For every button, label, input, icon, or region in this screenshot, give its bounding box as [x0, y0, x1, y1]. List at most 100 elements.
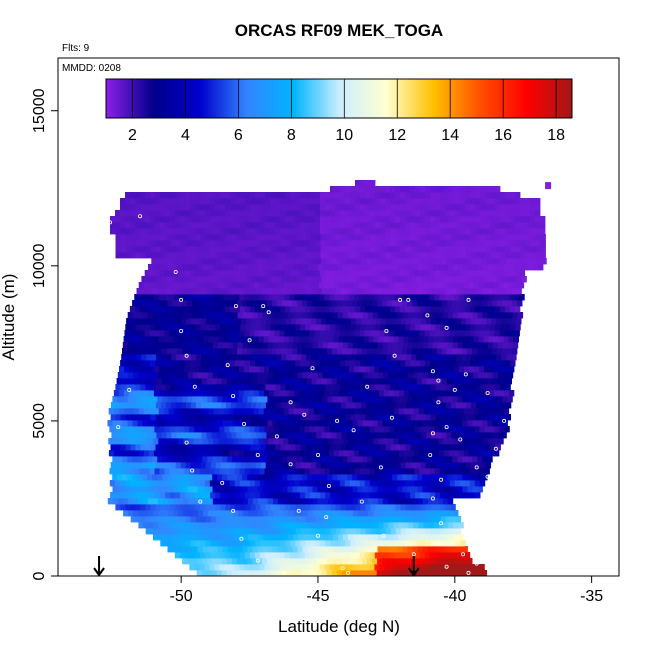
- heatmap-cell: [125, 240, 131, 247]
- heatmap-cell: [130, 222, 136, 229]
- heatmap-cell: [374, 480, 381, 487]
- heatmap-cell: [230, 246, 236, 253]
- heatmap-cell: [363, 336, 369, 343]
- heatmap-cell: [240, 360, 246, 367]
- heatmap-cell: [284, 294, 290, 301]
- heatmap-cell: [250, 492, 256, 499]
- heatmap-cell: [197, 312, 204, 319]
- heatmap-cell: [197, 300, 203, 307]
- heatmap-cell: [237, 498, 244, 505]
- heatmap-cell: [317, 342, 324, 349]
- heatmap-cell: [207, 456, 213, 463]
- heatmap-cell: [159, 270, 166, 277]
- heatmap-cell: [139, 468, 145, 475]
- heatmap-cell: [453, 336, 459, 343]
- heatmap-cell: [247, 372, 254, 379]
- heatmap-cell: [417, 486, 423, 493]
- heatmap-cell: [281, 378, 287, 385]
- heatmap-cell: [316, 354, 322, 361]
- heatmap-cell: [265, 240, 271, 247]
- heatmap-cell: [450, 540, 456, 547]
- heatmap-cell: [206, 570, 213, 577]
- heatmap-cell: [239, 468, 245, 475]
- heatmap-cell: [118, 450, 125, 457]
- heatmap-cell: [153, 408, 160, 415]
- heatmap-cell: [321, 570, 328, 577]
- heatmap-cell: [134, 294, 140, 301]
- heatmap-cell: [119, 468, 125, 475]
- heatmap-cell: [447, 486, 453, 493]
- heatmap-cell: [296, 258, 302, 265]
- heatmap-cell: [163, 408, 170, 415]
- heatmap-cell: [206, 354, 212, 361]
- heatmap-cell: [285, 210, 291, 217]
- heatmap-cell: [425, 222, 431, 229]
- heatmap-cell: [110, 462, 117, 469]
- heatmap-cell: [251, 288, 257, 295]
- heatmap-cell: [502, 420, 508, 427]
- heatmap-cell: [127, 396, 133, 403]
- heatmap-cell: [335, 252, 341, 259]
- heatmap-cell: [135, 192, 141, 199]
- heatmap-cell: [427, 486, 433, 493]
- heatmap-cell: [360, 504, 366, 511]
- heatmap-cell: [388, 534, 394, 541]
- heatmap-cell: [510, 360, 516, 367]
- heatmap-cell: [479, 294, 485, 301]
- heatmap-cell: [275, 528, 282, 535]
- heatmap-cell: [470, 210, 476, 217]
- heatmap-cell: [410, 360, 416, 367]
- heatmap-cell: [482, 474, 488, 481]
- heatmap-cell: [358, 282, 365, 289]
- heatmap-cell: [225, 492, 231, 499]
- heatmap-cell: [245, 504, 251, 511]
- heatmap-cell: [354, 564, 360, 571]
- heatmap-cell: [209, 294, 215, 301]
- heatmap-cell: [267, 420, 273, 427]
- heatmap-cell: [177, 420, 183, 427]
- heatmap-cell: [355, 210, 361, 217]
- heatmap-cell: [463, 336, 469, 343]
- heatmap-cell: [492, 420, 498, 427]
- heatmap-cell: [209, 366, 215, 373]
- heatmap-cell: [181, 288, 187, 295]
- heatmap-cell: [365, 246, 371, 253]
- heatmap-cell: [307, 546, 313, 553]
- heatmap-cell: [351, 354, 357, 361]
- heatmap-cell: [210, 444, 216, 451]
- heatmap-cell: [535, 234, 541, 241]
- heatmap-cell: [435, 246, 441, 253]
- heatmap-cell: [277, 420, 283, 427]
- heatmap-cell: [509, 330, 515, 337]
- heatmap-cell: [110, 216, 116, 223]
- heatmap-cell: [350, 240, 356, 247]
- sample-point: [108, 366, 113, 371]
- heatmap-cell: [180, 252, 186, 259]
- heatmap-cell: [132, 348, 138, 355]
- heatmap-cell: [496, 318, 502, 325]
- heatmap-cell: [134, 468, 140, 475]
- heatmap-cell: [192, 474, 198, 481]
- heatmap-cell: [225, 240, 231, 247]
- heatmap-cell: [346, 354, 352, 361]
- heatmap-cell: [494, 426, 500, 433]
- heatmap-cell: [300, 228, 306, 235]
- heatmap-cell: [189, 270, 196, 277]
- heatmap-cell: [495, 204, 501, 211]
- heatmap-cell: [177, 456, 183, 463]
- heatmap-cell: [270, 504, 276, 511]
- heatmap-cell: [371, 378, 377, 385]
- heatmap-cell: [198, 282, 205, 289]
- heatmap-cell: [374, 270, 381, 277]
- heatmap-cells: [107, 180, 552, 577]
- heatmap-cell: [342, 312, 349, 319]
- heatmap-cell: [185, 402, 192, 409]
- heatmap-cell: [487, 312, 494, 319]
- heatmap-cell: [348, 534, 354, 541]
- heatmap-cell: [469, 270, 476, 277]
- heatmap-cell: [155, 504, 161, 511]
- heatmap-cell: [145, 192, 151, 199]
- heatmap-cell: [492, 372, 499, 379]
- heatmap-cell: [340, 234, 346, 241]
- heatmap-cell: [321, 258, 327, 265]
